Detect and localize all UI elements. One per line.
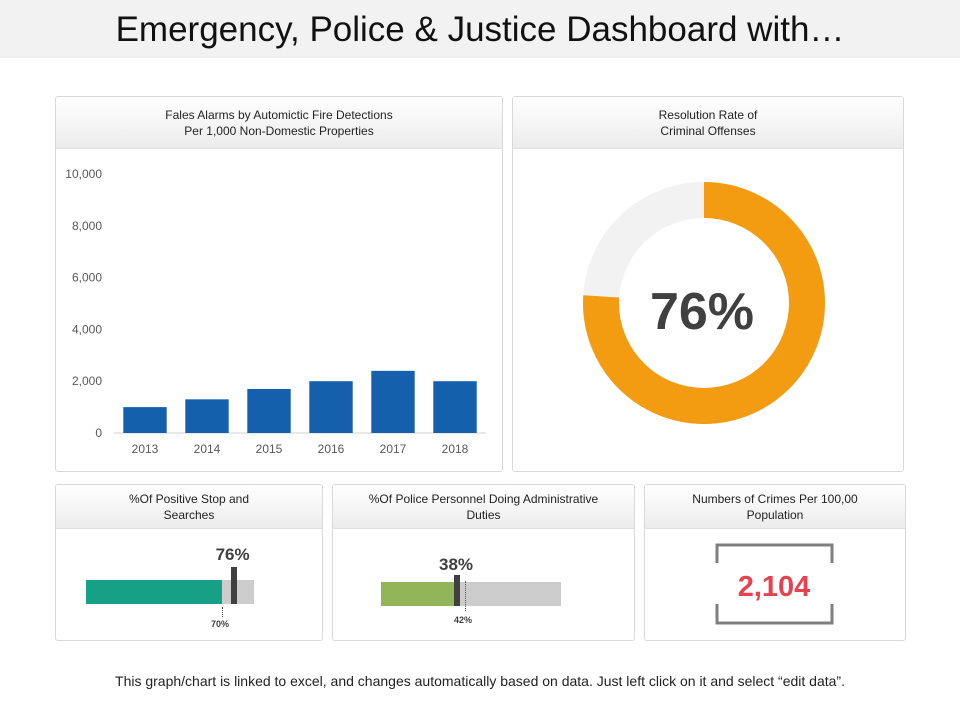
x-tick-label: 2017: [380, 442, 407, 456]
stop-search-panel: %Of Positive Stop and Searches 76% 70%: [55, 484, 323, 641]
resolution-title-line2: Criminal Offenses: [660, 123, 756, 138]
bar-2014: [185, 399, 229, 433]
donut-value-arc: [583, 182, 825, 424]
admin-duties-title-line2: Duties: [466, 507, 501, 522]
false-alarms-bar-chart: 0 2,000 4,000 6,000 8,000 10,000 2013 2014 2015 2…: [65, 167, 486, 456]
false-alarms-panel: Fales Alarms by Automictic Fire Detectio…: [55, 96, 503, 472]
admin-duties-target-label: 42%: [454, 615, 473, 625]
stop-search-title-line1: %Of Positive Stop and: [128, 491, 250, 506]
crimes-kpi-value: 2,104: [738, 571, 811, 603]
page-title: Emergency, Police & Justice Dashboard wi…: [115, 10, 845, 49]
title-bar: Emergency, Police & Justice Dashboard wi…: [0, 0, 960, 58]
crimes-title-line1: Numbers of Crimes Per 100,00: [692, 491, 858, 506]
crimes-header: Numbers of Crimes Per 100,00 Population: [645, 485, 905, 529]
y-tick-label: 6,000: [72, 271, 102, 285]
x-tick-label: 2018: [442, 442, 469, 456]
crimes-panel: Numbers of Crimes Per 100,00 Population …: [644, 484, 906, 641]
x-tick-label: 2015: [256, 442, 283, 456]
false-alarms-title-line2: Per 1,000 Non-Domestic Properties: [184, 123, 374, 138]
crimes-title-line2: Population: [746, 507, 804, 522]
stop-search-target-label: 70%: [210, 619, 229, 629]
crimes-kpi-frame: 2,104: [715, 543, 834, 625]
resolution-donut-chart: 76%: [583, 182, 825, 424]
y-tick-label: 8,000: [72, 219, 102, 233]
x-tick-label: 2013: [132, 442, 159, 456]
bar-2013: [123, 407, 167, 433]
stop-search-target-line: [221, 607, 223, 617]
stop-search-value-marker: [230, 567, 237, 604]
y-tick-label: 4,000: [72, 322, 102, 336]
x-tick-label: 2016: [318, 442, 345, 456]
bar-2018: [433, 381, 477, 433]
false-alarms-title-line1: Fales Alarms by Automictic Fire Detectio…: [165, 107, 393, 122]
admin-duties-value-label: 38%: [439, 555, 474, 574]
y-tick-label: 0: [95, 426, 102, 440]
admin-duties-header: %Of Police Personnel Doing Administrativ…: [333, 485, 634, 529]
stop-search-header: %Of Positive Stop and Searches: [56, 485, 322, 529]
resolution-panel: Resolution Rate of Criminal Offenses 76%: [512, 96, 904, 472]
bar-2017: [371, 370, 415, 433]
stop-search-bar-fill: [86, 580, 222, 604]
admin-duties-panel: %Of Police Personnel Doing Administrativ…: [332, 484, 635, 641]
bar-2016: [309, 381, 353, 433]
admin-duties-target-line: [465, 581, 466, 611]
bar-2015: [247, 388, 291, 433]
admin-duties-title-line1: %Of Police Personnel Doing Administrativ…: [368, 491, 599, 506]
stop-search-title-line2: Searches: [163, 507, 215, 522]
resolution-header: Resolution Rate of Criminal Offenses: [513, 97, 903, 149]
footer-note: This graph/chart is linked to excel, and…: [115, 673, 845, 689]
stop-search-value-label: 76%: [215, 545, 250, 564]
false-alarms-header: Fales Alarms by Automictic Fire Detectio…: [56, 97, 502, 149]
donut-center-label: 76%: [650, 283, 754, 341]
y-tick-label: 10,000: [65, 167, 102, 181]
admin-duties-value-marker: [454, 575, 460, 606]
x-tick-label: 2014: [194, 442, 221, 456]
y-tick-label: 2,000: [72, 374, 102, 388]
resolution-title-line1: Resolution Rate of: [658, 107, 758, 122]
admin-duties-bar-fill: [381, 582, 457, 606]
